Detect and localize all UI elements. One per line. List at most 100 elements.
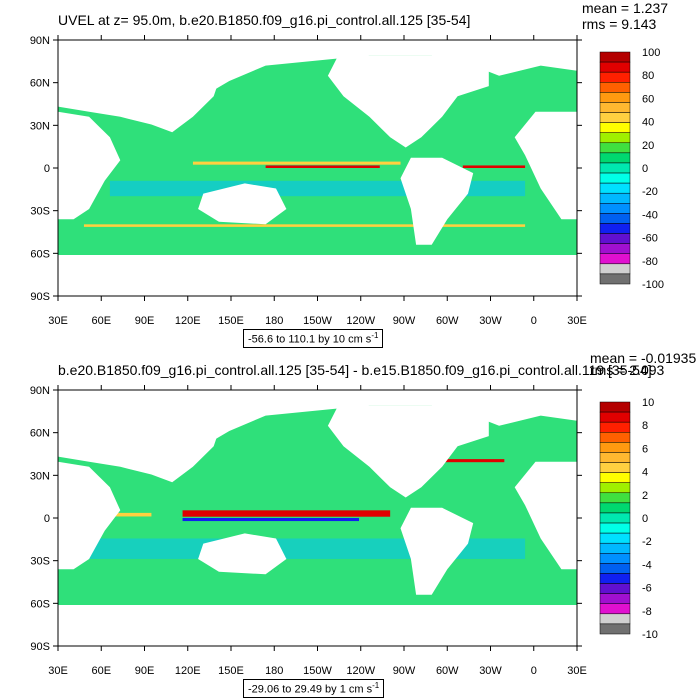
lat-label: 60S: [30, 598, 50, 610]
lon-label: 30E: [567, 315, 587, 327]
colorbar-swatch: [599, 512, 631, 524]
colorbar-swatch: [599, 593, 631, 604]
colorbar-swatch: [599, 502, 631, 514]
colorbar-label: -40: [642, 209, 658, 221]
lat-label: 90N: [30, 385, 50, 397]
land-mask: [58, 111, 121, 220]
colorbar-swatch: [599, 162, 631, 174]
colorbar-swatch: [599, 613, 631, 625]
lon-label: 180: [265, 665, 283, 677]
lon-label: 90E: [135, 315, 155, 327]
land-mask: [58, 415, 225, 483]
lon-label: 0: [531, 665, 537, 677]
lon-label: 60E: [91, 665, 111, 677]
land-mask: [58, 255, 577, 296]
lon-label: 30W: [479, 665, 502, 677]
colorbar-label: -2: [642, 536, 652, 548]
colorbar-swatch: [599, 411, 631, 423]
colorbar-label: 60: [642, 93, 654, 105]
colorbar-swatch: [599, 532, 631, 544]
lon-label: 180: [265, 315, 283, 327]
colorbar-swatch: [599, 233, 631, 244]
colorbar-swatch: [599, 102, 631, 113]
colorbar-label: -10: [642, 629, 658, 641]
colorbar-swatch: [599, 442, 631, 453]
colorbar-label: 6: [642, 443, 648, 455]
lon-label: 120W: [346, 665, 375, 677]
colorbar-swatch: [599, 253, 631, 265]
colorbar-swatch: [599, 573, 631, 584]
current-band: [431, 459, 505, 463]
lon-label: 30E: [48, 665, 68, 677]
colorbar-label: -20: [642, 186, 658, 198]
current-band: [192, 161, 401, 165]
colorbar-swatch: [599, 492, 631, 504]
colorbar-swatch: [599, 542, 631, 554]
colorbar-swatch: [599, 421, 631, 433]
colorbar-label: -60: [642, 233, 658, 245]
colorbar-swatch: [599, 462, 631, 473]
colorbar-swatch: [599, 472, 631, 483]
colorbar-swatch: [599, 213, 631, 224]
current-band: [83, 224, 526, 227]
lon-label: 90E: [135, 665, 155, 677]
colorbar-swatch: [599, 112, 631, 123]
lon-label: 30W: [479, 315, 502, 327]
land-mask: [198, 183, 287, 225]
lat-label: 90N: [30, 35, 50, 47]
lat-label: 90S: [30, 291, 50, 303]
land-mask: [327, 55, 489, 148]
lon-label: 150E: [218, 315, 244, 327]
colorbar-swatch: [599, 522, 631, 534]
land-mask: [514, 461, 577, 570]
colorbar-swatch: [599, 263, 631, 275]
colorbar-swatch: [599, 553, 631, 564]
colorbar-swatch: [599, 92, 631, 103]
colorbar-swatch: [599, 243, 631, 254]
lon-label: 120W: [346, 315, 375, 327]
colorbar-label: -100: [642, 279, 664, 291]
colorbar-swatch: [599, 603, 631, 615]
colorbar-label: 2: [642, 490, 648, 502]
colorbar-swatch: [599, 583, 631, 594]
colorbar-label: 40: [642, 117, 654, 129]
bottom-map-panel: b.e20.B1850.f09_g16.pi_control.all.125 […: [0, 350, 700, 700]
colorbar-swatch: [599, 401, 631, 413]
colorbar-swatch: [599, 122, 631, 133]
lon-label: 120E: [175, 665, 201, 677]
colorbar-label: -8: [642, 606, 652, 618]
lat-label: 90S: [30, 641, 50, 653]
colorbar-swatch: [599, 482, 631, 494]
land-mask: [400, 507, 474, 595]
contour-range-label: -29.06 to 29.49 by 1 cm s-1: [243, 679, 385, 698]
lat-label: 60N: [30, 428, 50, 440]
colorbar-swatch: [599, 273, 631, 285]
land-mask: [58, 65, 225, 133]
lon-label: 60W: [436, 315, 459, 327]
colorbar-label: 0: [642, 513, 648, 525]
lon-label: 90W: [393, 315, 416, 327]
current-band: [265, 165, 380, 168]
land-mask: [58, 605, 577, 646]
land-mask: [514, 111, 577, 220]
colorbar-label: 10: [642, 397, 654, 409]
lat-label: 0: [44, 513, 50, 525]
lat-label: 30S: [30, 556, 50, 568]
land-mask: [400, 157, 474, 245]
top-map-panel: UVEL at z= 95.0m, b.e20.B1850.f09_g16.pi…: [30, 0, 668, 348]
colorbar-label: 4: [642, 467, 648, 479]
colorbar-label: 20: [642, 140, 654, 152]
land-mask: [58, 461, 121, 570]
colorbar-swatch: [599, 142, 631, 154]
lat-label: 60N: [30, 78, 50, 90]
lat-label: 60S: [30, 248, 50, 260]
colorbar-label: 80: [642, 70, 654, 82]
colorbar-swatch: [599, 82, 631, 93]
colorbar-swatch: [599, 182, 631, 194]
land-mask: [327, 405, 489, 498]
lon-label: 30E: [567, 665, 587, 677]
rms-label: rms = 9.143: [582, 16, 657, 32]
colorbar-swatch: [599, 51, 631, 63]
colorbar-swatch: [599, 132, 631, 144]
lon-label: 120E: [175, 315, 201, 327]
